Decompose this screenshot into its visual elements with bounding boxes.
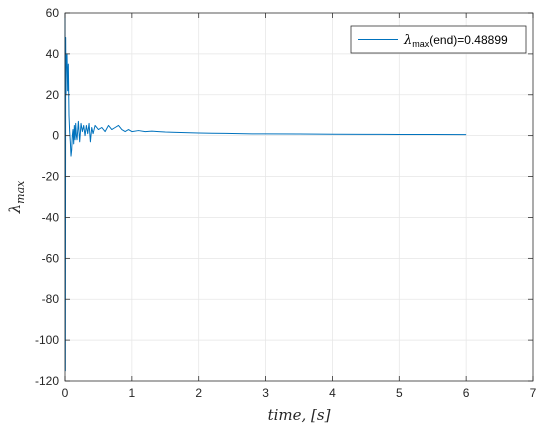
y-tick-label: -100 [35,333,59,347]
y-axis-label-subscript: max [14,180,27,204]
x-axis-label: time, [s] [268,406,331,424]
x-tick-label: 0 [62,386,69,400]
y-tick-label: -80 [42,292,60,306]
legend-value: (end)=0.48899 [429,33,508,47]
x-tick-label: 4 [329,386,336,400]
x-tick-label: 5 [396,386,403,400]
plot-area [65,13,533,381]
y-axis-label-symbol: λ [6,204,24,215]
y-tick-label: 40 [46,47,60,61]
legend-symbol: λ [403,33,412,48]
series-line [64,12,467,372]
y-tick-label: -20 [42,170,60,184]
y-tick-label: 20 [46,88,60,102]
y-tick-label: -60 [42,251,60,265]
y-axis-label: λmax [6,180,27,215]
x-tick-label: 6 [463,386,470,400]
axis-ticks [64,12,534,382]
plot-frame [64,12,534,382]
y-tick-label: -40 [42,210,60,224]
x-tick-label: 7 [530,386,537,400]
legend-entry-label: λmax(end)=0.48899 [403,33,508,49]
y-tick-label: 60 [46,6,60,20]
x-tick-label: 1 [129,386,136,400]
x-tick-label: 3 [262,386,269,400]
legend: λmax(end)=0.48899 [350,25,527,54]
legend-subscript: max [412,39,430,49]
series-layer [64,12,467,372]
y-tick-label: -120 [35,374,59,388]
y-tick-label: 0 [52,129,59,143]
tick-labels: 0 1 2 3 4 5 6 7 -120 -100 -80 -60 -40 -20 0 20 40 60 [35,6,537,400]
x-tick-label: 2 [195,386,202,400]
